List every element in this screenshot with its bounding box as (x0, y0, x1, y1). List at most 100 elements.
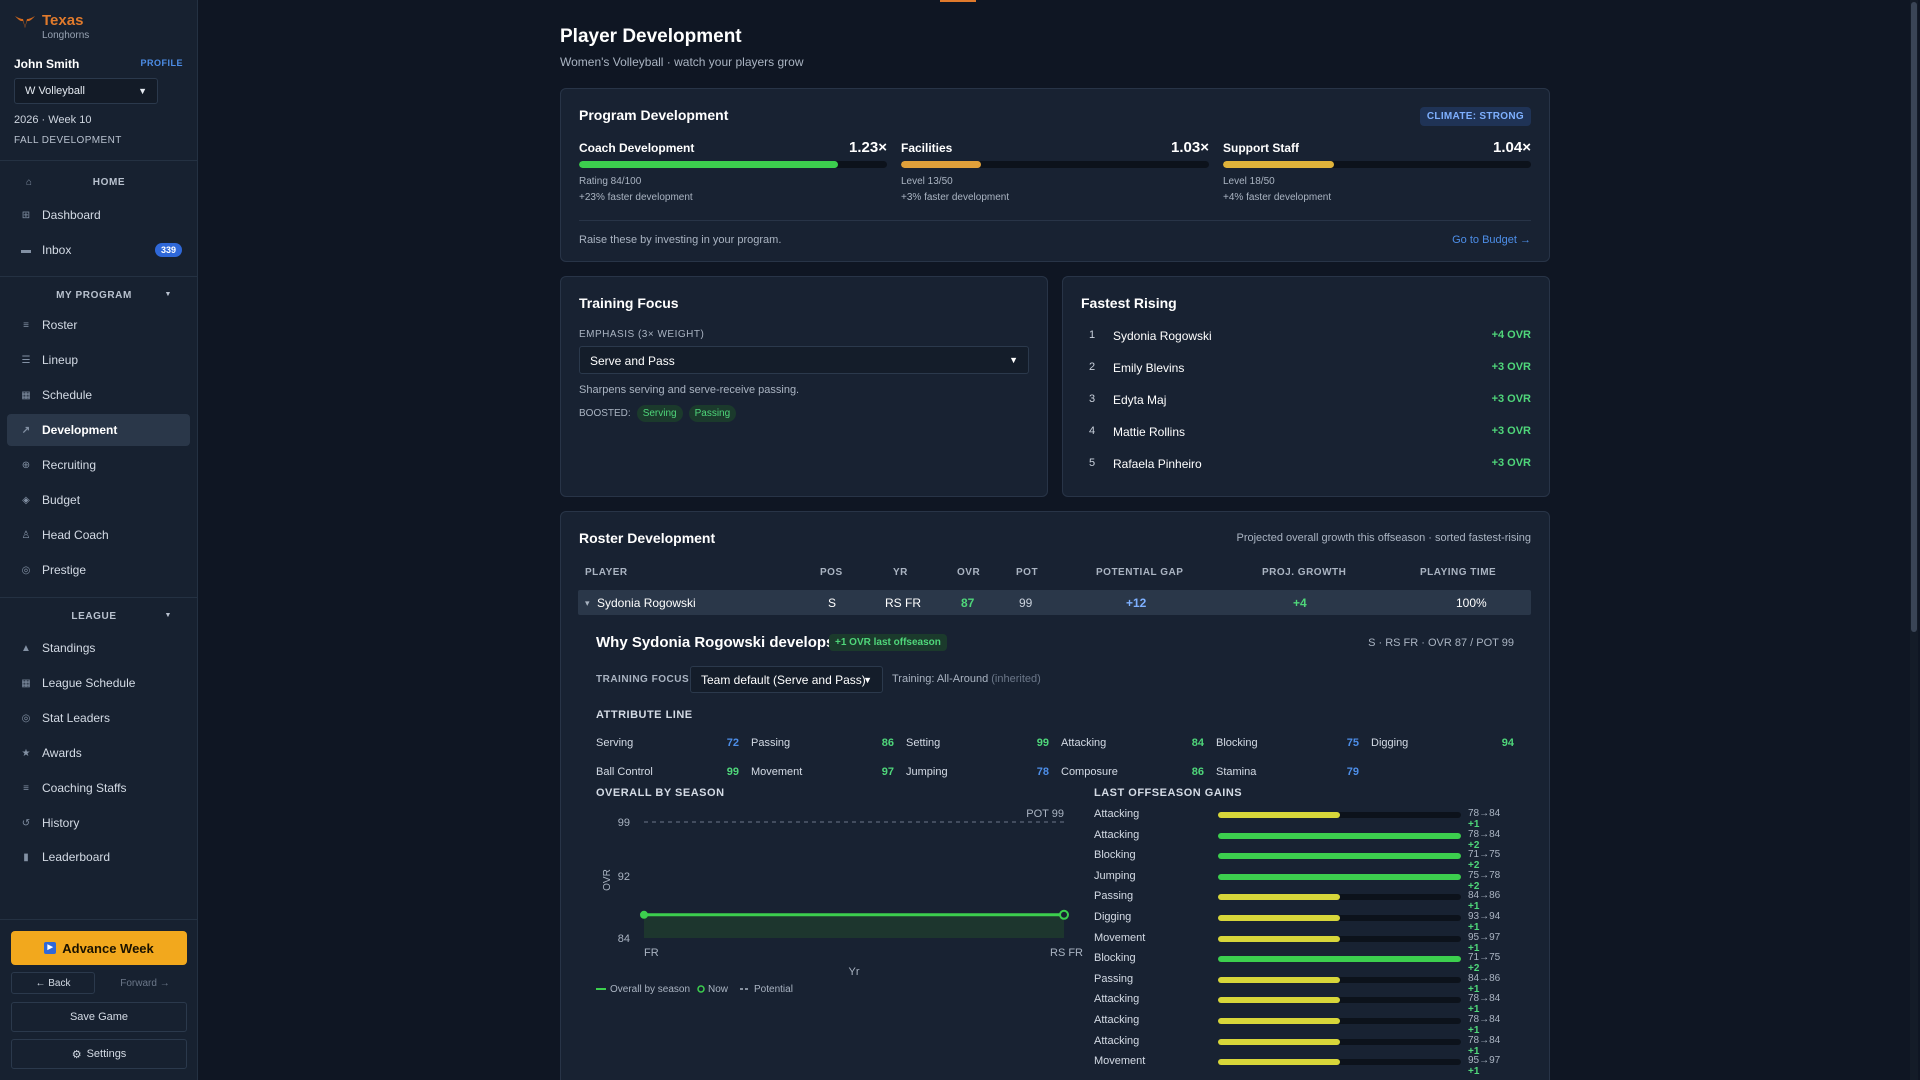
cell-growth: +4 (1293, 596, 1307, 610)
divider (0, 597, 198, 598)
sidebar-item-label: Development (42, 423, 118, 437)
gain-delta: +1 (1468, 1025, 1480, 1036)
play-icon: ▶ (44, 942, 57, 954)
list-item[interactable]: 3 Edyta Maj +3 OVR (1081, 384, 1537, 416)
table-row[interactable] (578, 590, 1531, 615)
gain-delta: +2 (1468, 880, 1480, 892)
sidebar-item-history[interactable]: ↺ History (7, 807, 190, 839)
column-header-ovr[interactable]: OVR (957, 567, 981, 578)
sidebar-item-label: Lineup (42, 353, 79, 367)
nav-home-label: HOME (92, 177, 126, 188)
home-icon: ⌂ (26, 177, 33, 188)
sidebar-item-budget[interactable]: ◈ Budget (7, 484, 190, 516)
rank: 5 (1089, 457, 1096, 469)
column-header-potential-gap[interactable]: POTENTIAL GAP (1096, 567, 1184, 578)
nav-section-my-program[interactable]: MY PROGRAM ▼ (0, 290, 198, 301)
emphasis-select[interactable]: Serve and Pass ▼ (579, 346, 1029, 374)
list-item[interactable]: 1 Sydonia Rogowski +4 OVR (1081, 320, 1537, 352)
emphasis-label: EMPHASIS (3× WEIGHT) (579, 329, 705, 340)
list-item[interactable]: 5 Rafaela Pinheiro +3 OVR (1081, 448, 1537, 480)
scrollbar-thumb[interactable] (1911, 2, 1917, 632)
column-header-playing-time[interactable]: PLAYING TIME (1420, 567, 1497, 578)
list-item[interactable]: 4 Mattie Rollins +3 OVR (1081, 416, 1537, 448)
sidebar-item-recruiting[interactable]: ⊕ Recruiting (7, 449, 190, 481)
sidebar-item-standings[interactable]: ▲ Standings (7, 632, 190, 664)
cell-player[interactable]: Sydonia Rogowski (597, 596, 696, 610)
column-header-player[interactable]: PLAYER (585, 567, 628, 578)
sidebar-item-dashboard[interactable]: ⊞ Dashboard (7, 199, 190, 231)
brand[interactable]: Texas Longhorns (14, 12, 89, 41)
gain-bar-fill (1218, 894, 1340, 901)
gain-delta: +2 (1468, 839, 1480, 851)
gain-attribute: Passing (1094, 890, 1134, 903)
sidebar-item-inbox[interactable]: ▬ Inbox 339 (7, 234, 190, 266)
target-icon: ⊕ (21, 459, 31, 471)
back-button[interactable]: ← Back (11, 972, 95, 994)
sidebar-item-label: Inbox (42, 243, 72, 257)
gain-row: Attacking 78→84 +1 (1094, 993, 1514, 1015)
column-header-pot[interactable]: POT (1016, 567, 1039, 578)
sidebar-item-leaderboard[interactable]: ▮ Leaderboard (7, 841, 190, 873)
program-stat-multiplier: 1.04× (1493, 139, 1531, 156)
sidebar-item-stat-leaders[interactable]: ◎ Stat Leaders (7, 702, 190, 734)
nav-home[interactable]: ⌂ HOME (0, 177, 198, 188)
gain-bar (1218, 873, 1461, 880)
expand-caret-icon[interactable]: ▾ (585, 598, 590, 608)
attribute-value: 78 (1036, 766, 1049, 778)
nav-section-league[interactable]: LEAGUE ▼ (0, 611, 198, 622)
list-item[interactable]: 2 Emily Blevins +3 OVR (1081, 352, 1537, 384)
sport-select-value: W Volleyball (25, 85, 85, 97)
program-stat-detail: Level 18/50 (1223, 176, 1275, 187)
column-header-pos[interactable]: POS (820, 567, 843, 578)
sport-select[interactable]: W Volleyball ▼ (14, 78, 158, 104)
sidebar-item-awards[interactable]: ★ Awards (7, 737, 190, 769)
gain-range: 84→86 (1468, 890, 1501, 902)
save-game-button[interactable]: Save Game (11, 1002, 187, 1032)
column-header-proj-growth[interactable]: PROJ. GROWTH (1262, 567, 1347, 578)
page-title: Player Development (560, 26, 742, 47)
sidebar-item-lineup[interactable]: ☰ Lineup (7, 344, 190, 376)
legend-now: Now (708, 984, 729, 995)
save-game-label: Save Game (69, 1011, 129, 1023)
attribute-jumping: Jumping 78 (906, 766, 1049, 778)
sidebar-item-prestige[interactable]: ◎ Prestige (7, 554, 190, 586)
advance-week-button[interactable]: ▶ Advance Week (11, 931, 187, 965)
gain-row: Movement 95→97 +1 (1094, 1055, 1514, 1077)
column-header-yr[interactable]: YR (893, 567, 908, 578)
scrollbar[interactable] (1910, 0, 1918, 1080)
attribute-value: 84 (1191, 737, 1204, 749)
star-circle-icon: ◎ (21, 564, 31, 576)
sidebar-item-label: Awards (42, 746, 82, 760)
gain-value: 95→97 +1 (1468, 1055, 1514, 1077)
sidebar-item-roster[interactable]: ≡ Roster (7, 309, 190, 341)
player-training-select[interactable]: Team default (Serve and Pass) ▼ (690, 666, 883, 693)
overall-by-season-chart: POT 99 84 92 99 OVR FR RS FR Yr Overall by seaso… (596, 808, 1083, 995)
sidebar-item-development[interactable]: ↗ Development (7, 414, 190, 446)
sidebar-item-schedule[interactable]: ▦ Schedule (7, 379, 190, 411)
forward-button[interactable]: Forward → (120, 977, 170, 989)
rank: 3 (1089, 393, 1096, 405)
gain-bar (1218, 956, 1461, 963)
nav-section-label: MY PROGRAM (56, 290, 132, 301)
gain-bar-fill (1218, 1018, 1340, 1024)
settings-button[interactable]: ⚙ Settings (11, 1039, 187, 1069)
legend-overall: Overall by season (610, 984, 690, 995)
gain-bar (1218, 1059, 1461, 1066)
gain-bar (1218, 812, 1461, 818)
gain-bar (1218, 935, 1461, 942)
sidebar-item-league-schedule[interactable]: ▦ League Schedule (7, 667, 190, 699)
bar-chart-icon: ▮ (23, 851, 29, 863)
chevron-down-icon: ▼ (138, 86, 147, 96)
grid-icon: ⊞ (21, 209, 31, 221)
sidebar-item-head-coach[interactable]: ♙ Head Coach (7, 519, 190, 551)
gain-range: 71→75 (1468, 952, 1501, 964)
profile-link[interactable]: PROFILE (140, 58, 183, 68)
focus-description: Sharpens serving and serve-receive passi… (579, 384, 800, 396)
go-to-budget-link[interactable]: Go to Budget → (1452, 234, 1531, 246)
sidebar-item-coaching-staffs[interactable]: ≡ Coaching Staffs (7, 772, 190, 804)
gain-attribute: Attacking (1094, 1034, 1140, 1047)
history-icon: ↺ (21, 817, 31, 829)
attribute-setting: Setting 99 (906, 737, 1049, 749)
cell-ovr: 87 (961, 596, 975, 610)
sidebar-item-label: Recruiting (42, 458, 97, 472)
